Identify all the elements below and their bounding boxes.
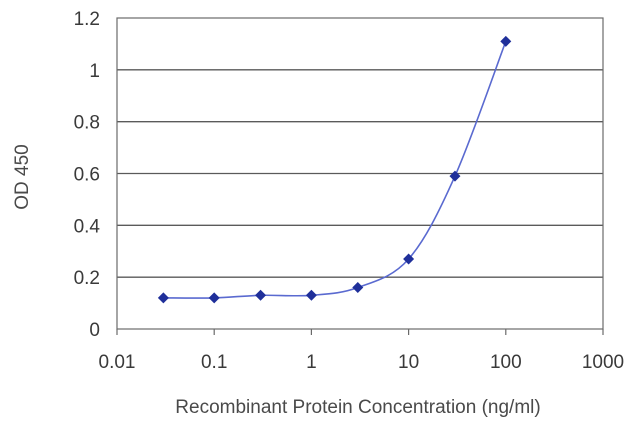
x-tick-label-2: 1 [306, 352, 317, 373]
x-axis-ticks: 0.01 0.1 1 10 100 1000 [99, 329, 624, 373]
y-tick-label-6: 1.2 [74, 9, 100, 30]
data-markers [157, 35, 512, 304]
x-tick-label-1: 0.1 [201, 352, 227, 373]
data-point-4 [352, 282, 364, 294]
x-tick-label-0: 0.01 [99, 352, 136, 373]
data-point-1 [208, 292, 220, 304]
x-tick-label-3: 10 [398, 352, 419, 373]
y-axis-ticks: 0 0.2 0.4 0.6 0.8 1 1.2 [74, 9, 101, 341]
y-tick-label-2: 0.4 [74, 216, 101, 237]
y-tick-label-4: 0.8 [74, 113, 100, 134]
data-point-7 [500, 35, 512, 47]
x-tick-label-4: 100 [490, 352, 522, 373]
y-axis-title: OD 450 [12, 144, 33, 209]
y-tick-label-1: 0.2 [74, 268, 100, 289]
data-point-5 [403, 253, 415, 265]
x-axis-title: Recombinant Protein Concentration (ng/ml… [175, 397, 540, 418]
data-point-0 [157, 292, 169, 304]
plot-area-frame [116, 17, 604, 330]
data-point-3 [305, 289, 317, 301]
y-tick-label-5: 1 [89, 61, 100, 82]
y-tick-label-3: 0.6 [74, 165, 100, 186]
data-point-6 [449, 170, 461, 182]
gridlines [117, 69, 603, 278]
y-tick-label-0: 0 [89, 320, 100, 341]
x-tick-label-5: 1000 [582, 352, 624, 373]
data-point-2 [255, 289, 267, 301]
series-curve [163, 41, 507, 299]
